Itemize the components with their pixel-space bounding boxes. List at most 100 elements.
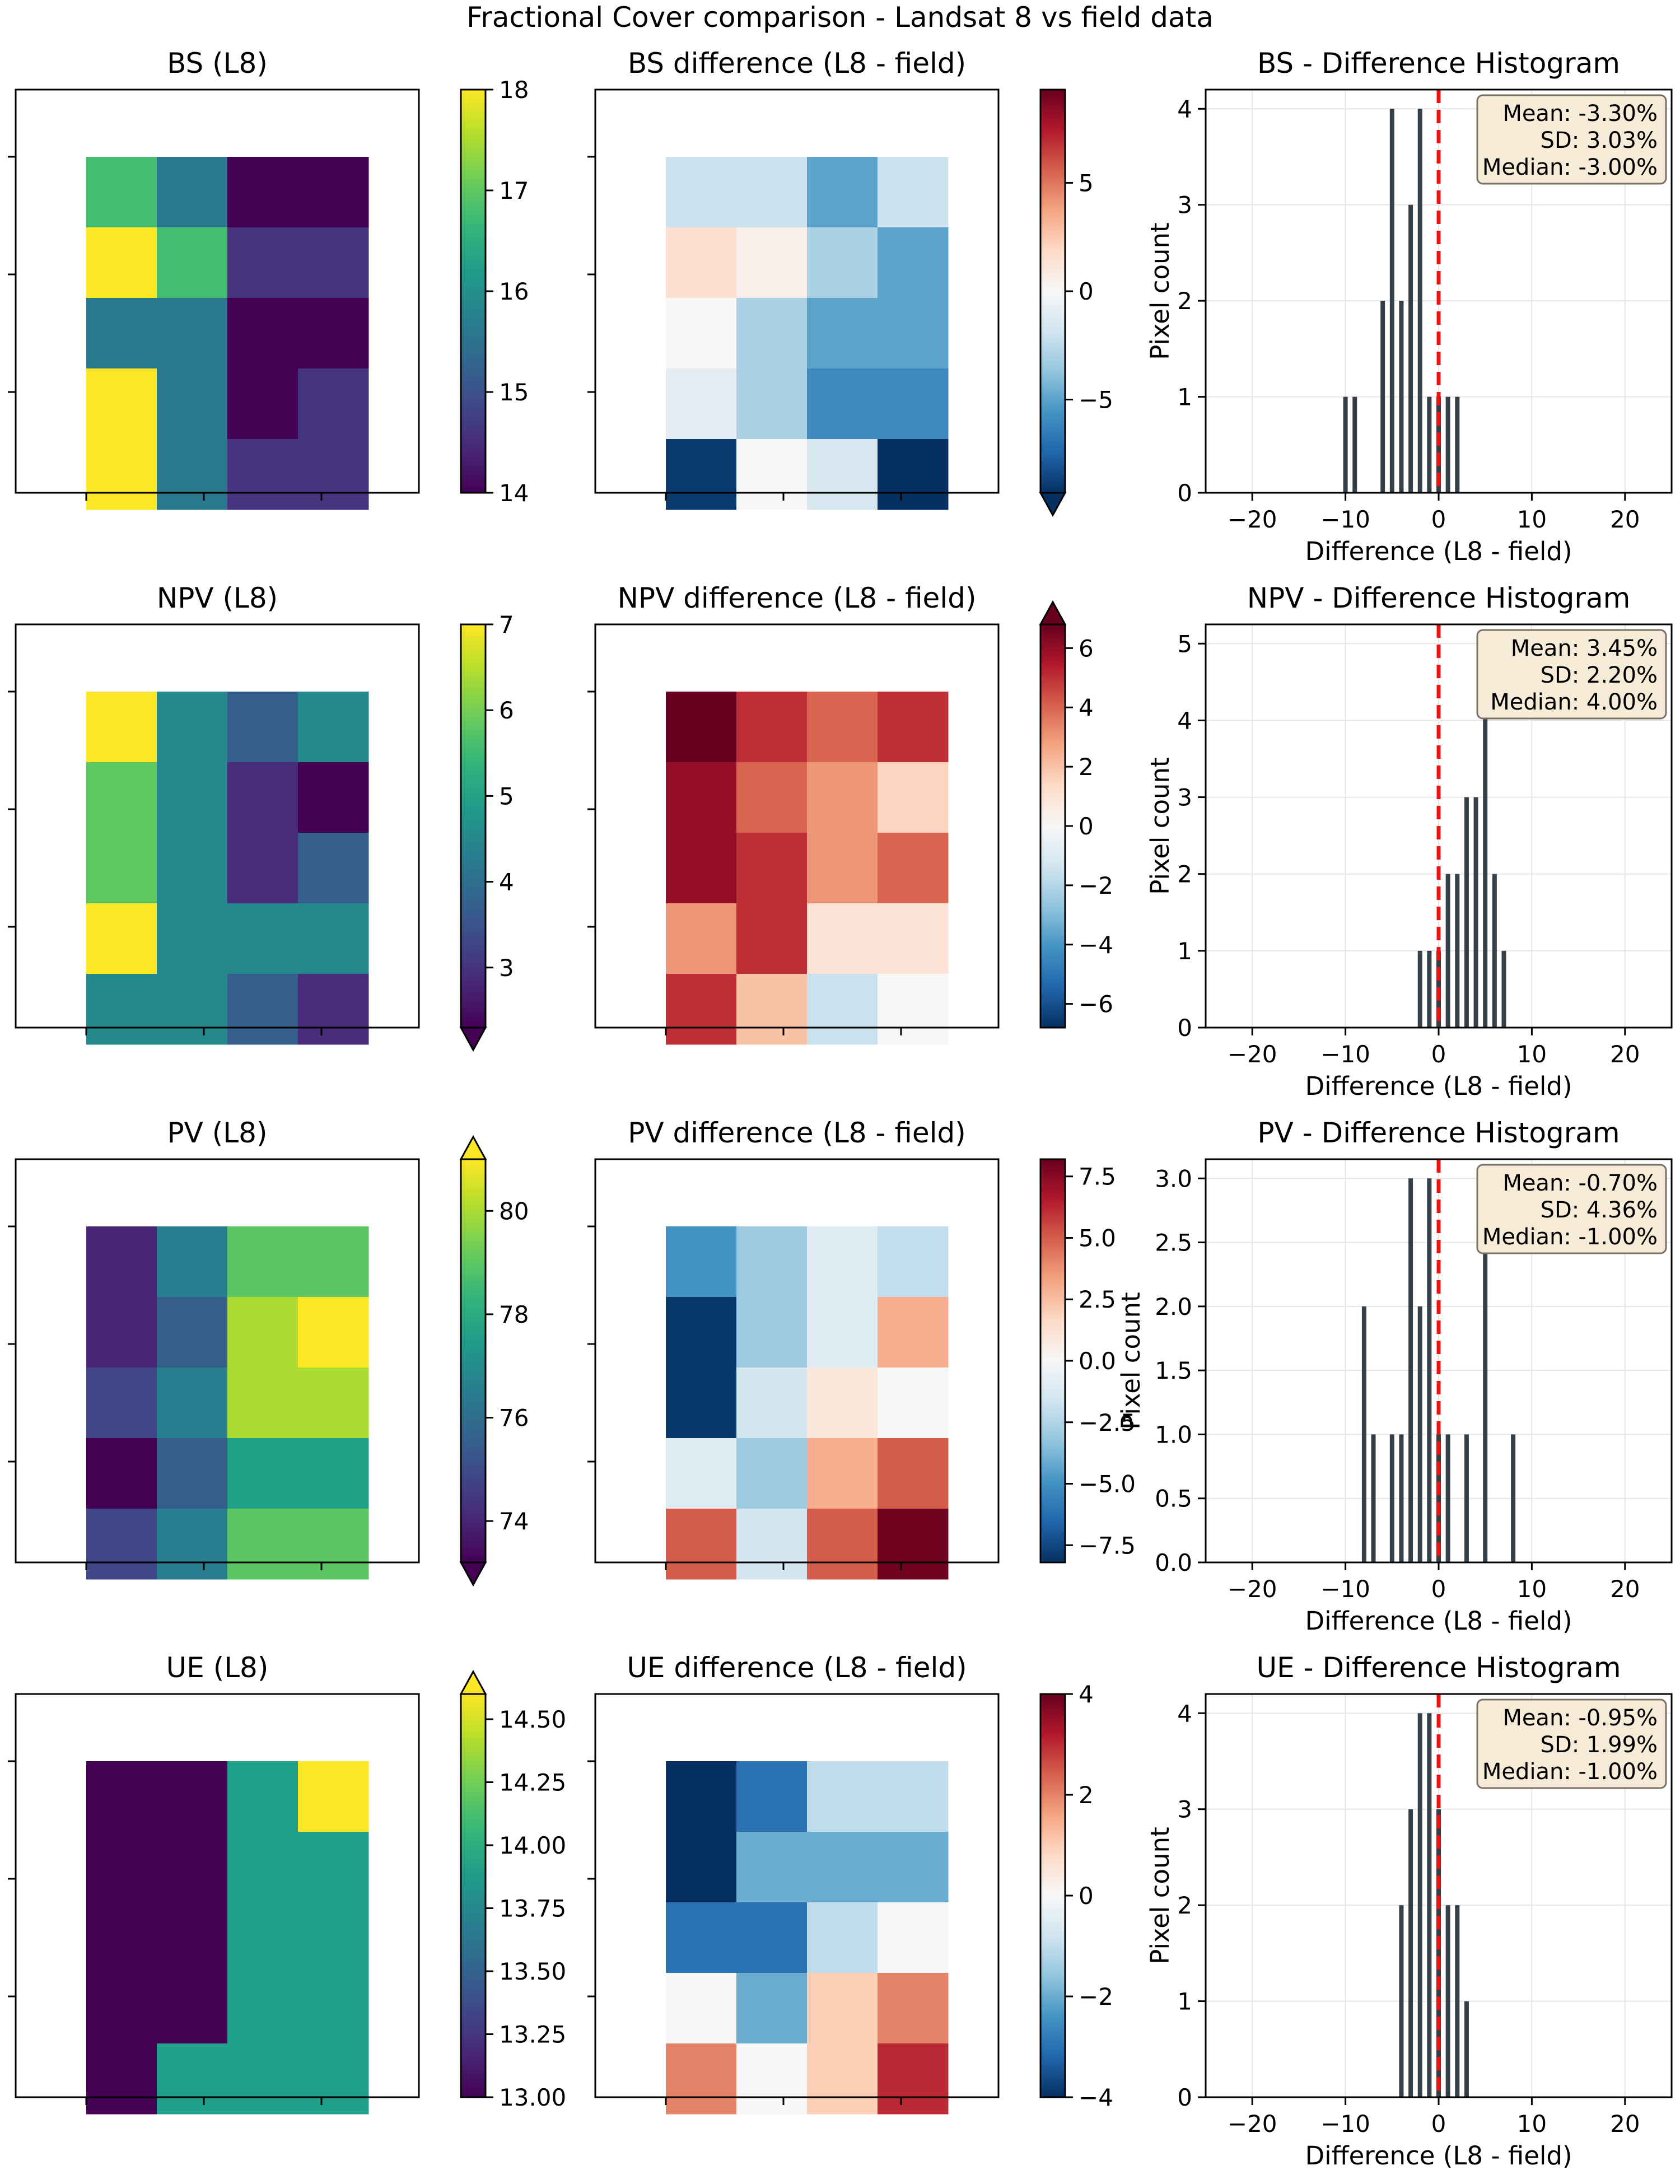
- heatmap-cell: [878, 1973, 949, 2044]
- colorbar-tick-label: 78: [499, 1301, 529, 1328]
- colorbar-tick-label: 5: [499, 782, 514, 810]
- colorbar-extend-max: [1039, 600, 1067, 626]
- ue-hist-xlabel: Difference (L8 - field): [1305, 2141, 1572, 2171]
- y-tick-label: 1: [1177, 384, 1192, 411]
- heatmap-cell: [157, 439, 228, 510]
- colorbar-tick-label: 13.75: [499, 1895, 566, 1922]
- heatmap-cell: [736, 833, 808, 904]
- histogram-bar: [1445, 396, 1450, 493]
- heatmap-cell: [666, 1832, 737, 1903]
- stats-line: SD: 2.20%: [1541, 662, 1658, 688]
- colorbar-tick-label: 13.25: [499, 2021, 566, 2048]
- heatmap-cell: [878, 833, 949, 904]
- histogram-bar: [1408, 1809, 1413, 2097]
- heatmap-cell: [298, 762, 369, 833]
- histogram-bar: [1417, 950, 1422, 1028]
- colorbar-tick-label: 76: [499, 1404, 529, 1432]
- x-tick-label: 20: [1610, 2110, 1640, 2138]
- colorbar-tick-label: 5.0: [1079, 1224, 1116, 1252]
- histogram-bar: [1417, 1306, 1422, 1562]
- heatmap-cell: [298, 157, 369, 228]
- histogram-bar: [1445, 1905, 1450, 2097]
- colorbar-extend-min: [1039, 492, 1067, 517]
- x-tick-label: 0: [1431, 2110, 1446, 2138]
- heatmap-cell: [157, 1973, 228, 2044]
- heatmap-cell: [227, 298, 298, 369]
- heatmap-cell: [736, 1902, 808, 1973]
- heatmap-cell: [666, 157, 737, 228]
- colorbar-tick-label: 4: [1079, 694, 1094, 721]
- heatmap-cell: [666, 1438, 737, 1509]
- npv-hist-title: NPV - Difference Histogram: [1247, 582, 1631, 614]
- heatmap-cell: [666, 298, 737, 369]
- heatmap-cell: [86, 157, 157, 228]
- heatmap-cell: [86, 298, 157, 369]
- histogram-bar: [1483, 1178, 1488, 1562]
- ue-l8-frame: [15, 1693, 420, 2098]
- ue-diff-title: UE difference (L8 - field): [627, 1651, 967, 1684]
- heatmap-cell: [298, 1509, 369, 1580]
- heatmap-cell: [298, 1297, 369, 1368]
- stats-line: Mean: -3.30%: [1502, 101, 1658, 127]
- figure-title: Fractional Cover comparison - Landsat 8 …: [466, 1, 1214, 34]
- histogram-bar: [1436, 1809, 1441, 2097]
- pv-l8-frame: [15, 1158, 420, 1564]
- y-tick-label: 0.5: [1155, 1485, 1192, 1513]
- y-tick-label: 0: [1177, 2084, 1192, 2111]
- npv-l8-colorbar: [461, 624, 486, 1028]
- colorbar-tick-label: 7.5: [1079, 1163, 1116, 1191]
- bs-l8-title: BS (L8): [167, 47, 268, 80]
- heatmap-cell: [878, 1761, 949, 1832]
- heatmap-cell: [878, 692, 949, 763]
- heatmap-cell: [807, 1761, 878, 1832]
- pv-l8-title: PV (L8): [167, 1117, 268, 1149]
- x-tick-label: −20: [1228, 1575, 1277, 1603]
- heatmap-cell: [736, 1509, 808, 1580]
- heatmap-cell: [807, 833, 878, 904]
- colorbar-tick-label: 16: [499, 278, 529, 305]
- colorbar-tick-label: 0.0: [1079, 1347, 1116, 1375]
- bs-l8-colorbar: [461, 90, 486, 493]
- histogram-bar: [1445, 1434, 1450, 1562]
- heatmap-cell: [157, 1509, 228, 1580]
- heatmap-cell: [227, 1368, 298, 1439]
- histogram-bar: [1408, 204, 1413, 493]
- heatmap-cell: [86, 1368, 157, 1439]
- colorbar-tick-label: 13.00: [499, 2084, 566, 2111]
- histogram-bar: [1399, 301, 1404, 493]
- heatmap-cell: [807, 1297, 878, 1368]
- stats-line: Mean: -0.70%: [1502, 1170, 1658, 1196]
- npv-hist-panel: NPV - Difference Histogram −20 −10 0 10 20 0 1 2…: [1145, 582, 1673, 1101]
- heatmap-cell: [86, 974, 157, 1045]
- heatmap-cell: [878, 1832, 949, 1903]
- heatmap-cell: [227, 1226, 298, 1298]
- pv-l8-panel: PV (L8) 74 76 78 80: [8, 1117, 529, 1587]
- stats-line: Median: 4.00%: [1490, 689, 1658, 715]
- heatmap-cell: [807, 439, 878, 510]
- heatmap-cell: [736, 1973, 808, 2044]
- heatmap-cell: [878, 157, 949, 228]
- heatmap-cell: [298, 2043, 369, 2115]
- heatmap-cell: [86, 1761, 157, 1832]
- heatmap-cell: [807, 227, 878, 298]
- heatmap-cell: [736, 692, 808, 763]
- heatmap-cell: [227, 903, 298, 974]
- heatmap-cell: [736, 1832, 808, 1903]
- histogram-bar: [1427, 396, 1432, 493]
- heatmap-cell: [227, 1297, 298, 1368]
- pv-l8-colorbar-frame: [460, 1158, 487, 1564]
- heatmap-cell: [666, 1973, 737, 2044]
- npv-l8-frame: [15, 623, 420, 1029]
- histogram-bar: [1380, 301, 1385, 493]
- histogram-bar: [1445, 874, 1450, 1028]
- heatmap-cell: [227, 974, 298, 1045]
- y-tick-label: 3: [1177, 784, 1192, 811]
- heatmap-cell: [736, 298, 808, 369]
- colorbar-tick-label: 14: [499, 479, 529, 507]
- heatmap-cell: [86, 903, 157, 974]
- x-tick-label: −10: [1320, 2110, 1370, 2138]
- heatmap-cell: [736, 2043, 808, 2115]
- heatmap-cell: [298, 833, 369, 904]
- heatmap-cell: [666, 2043, 737, 2115]
